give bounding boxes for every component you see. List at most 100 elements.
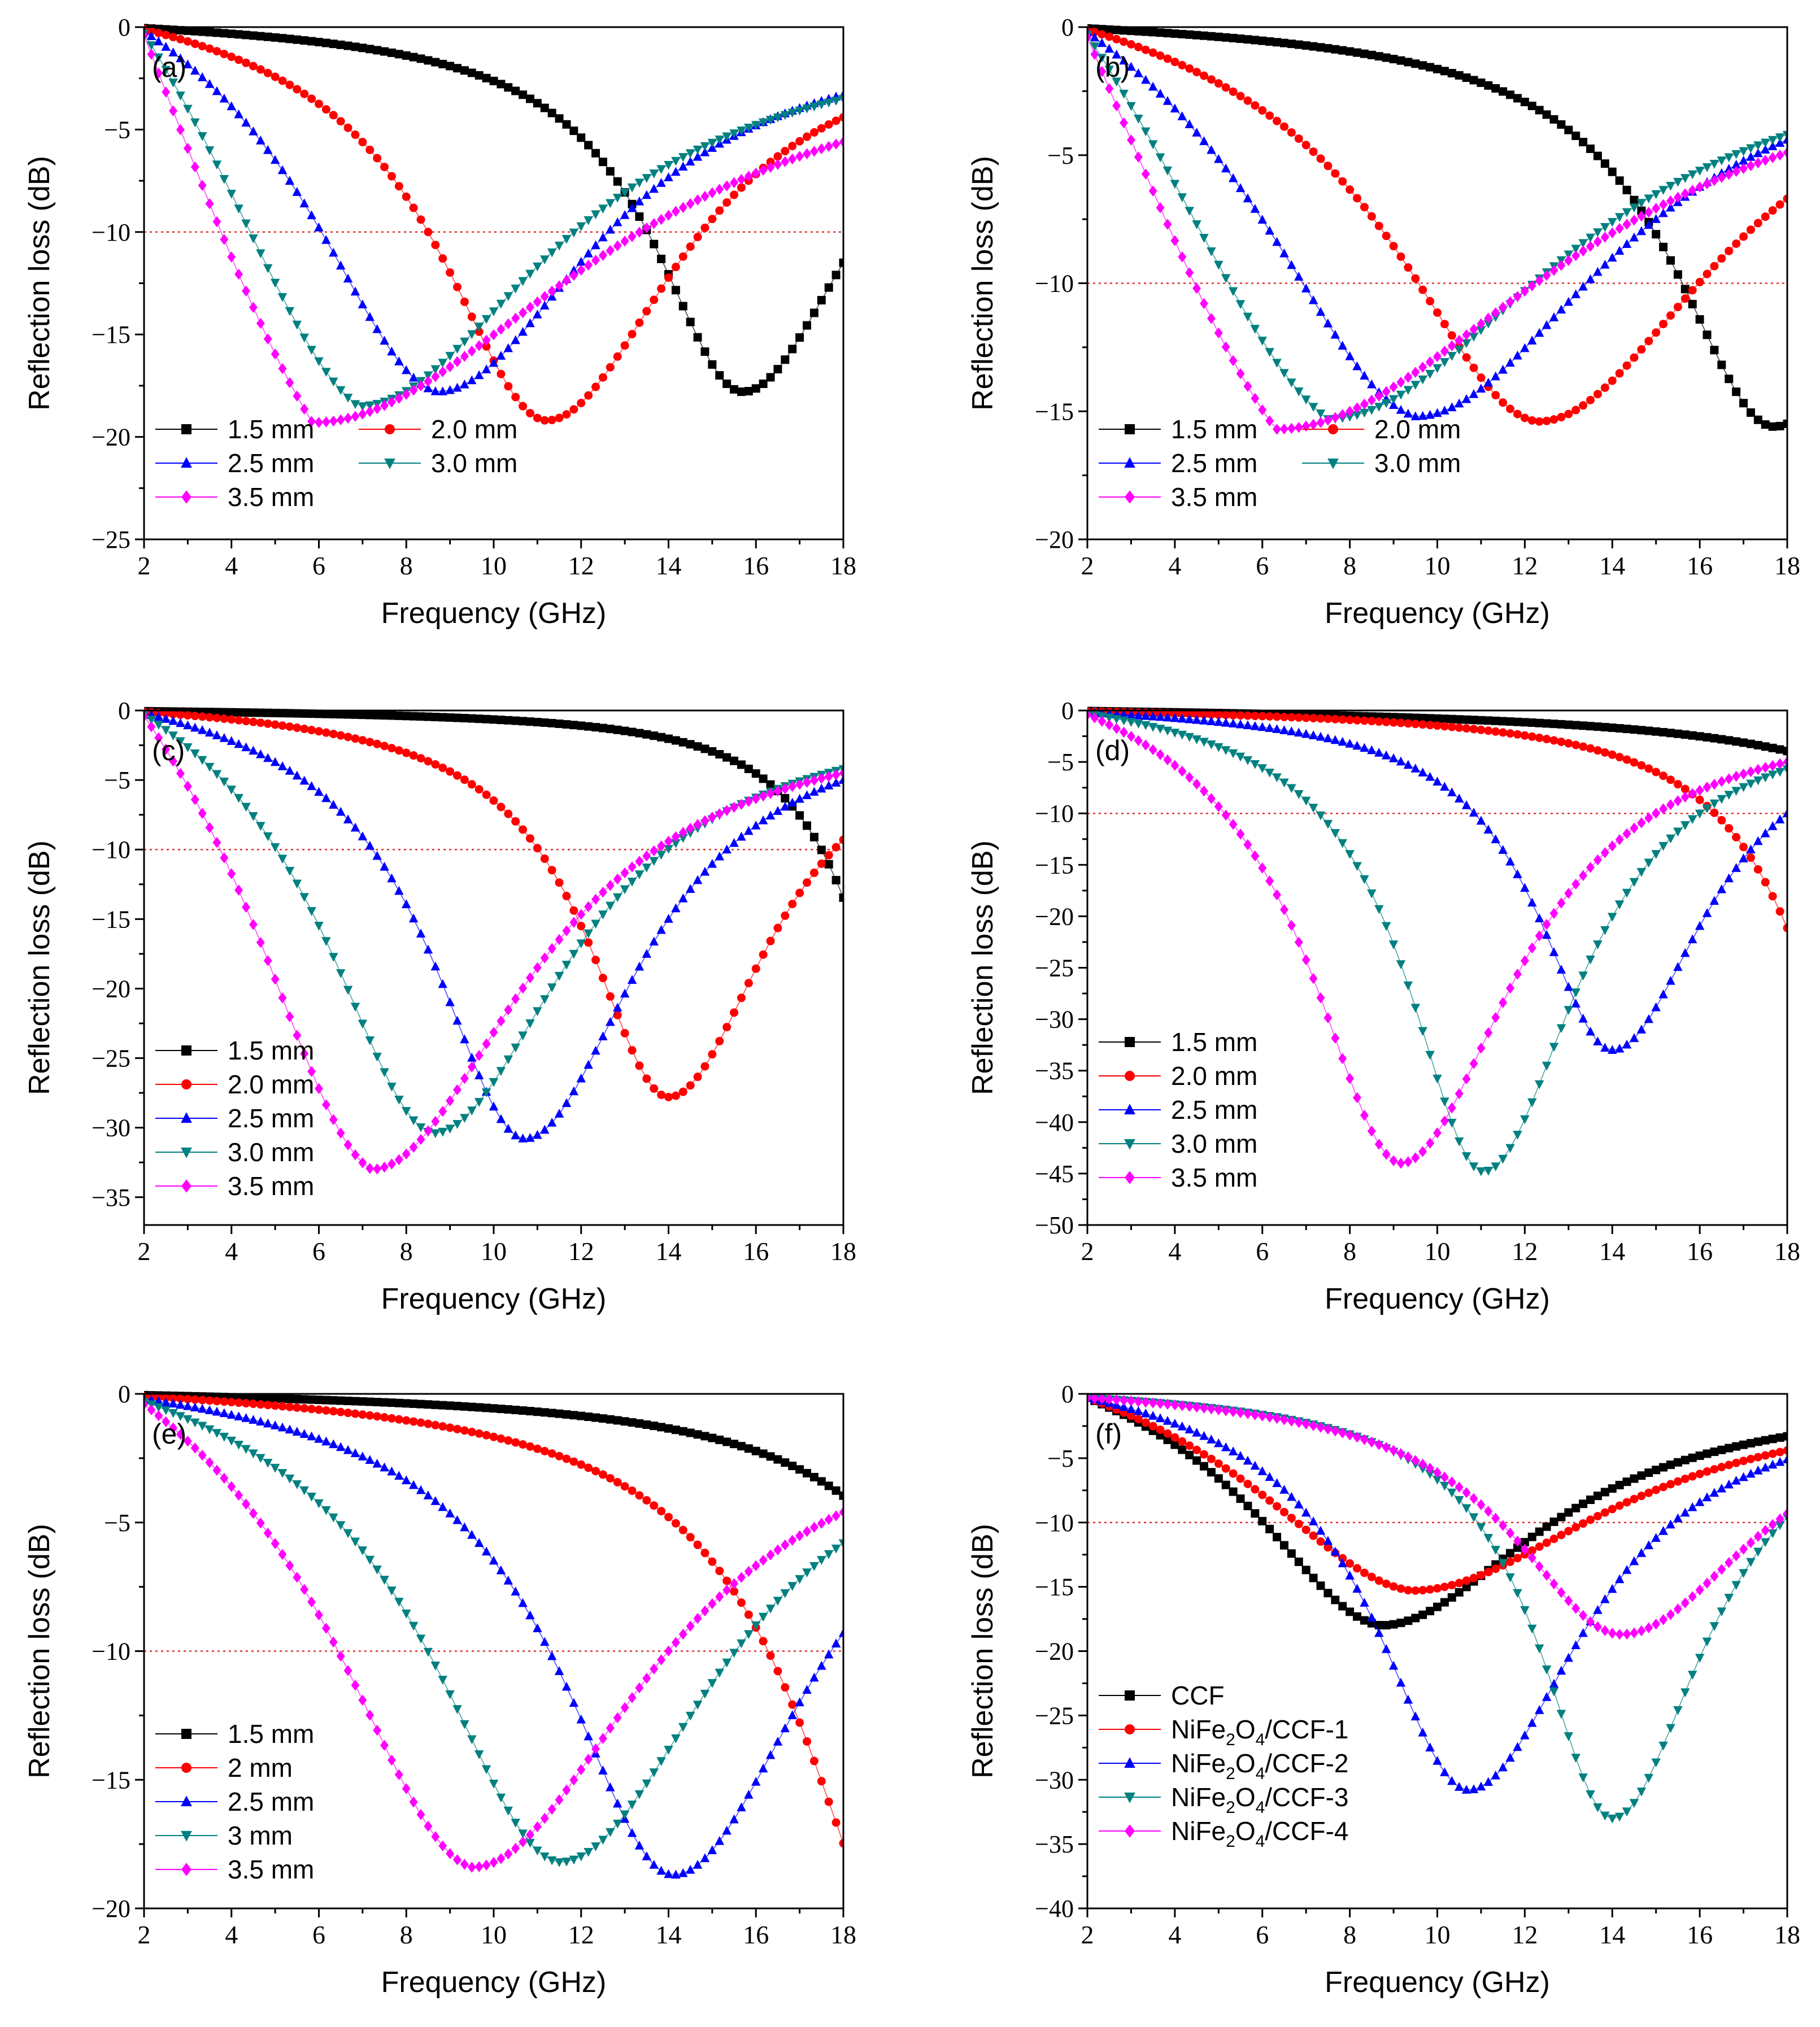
x-tick-label: 12 xyxy=(568,1920,594,1949)
data-point xyxy=(1477,1571,1486,1580)
data-point xyxy=(205,822,214,834)
data-point xyxy=(387,48,396,57)
data-point xyxy=(1556,304,1566,314)
data-point xyxy=(321,1406,330,1415)
data-point xyxy=(831,769,841,781)
data-point xyxy=(1702,1492,1712,1502)
data-point xyxy=(1725,736,1734,745)
data-point xyxy=(430,1496,441,1505)
data-point xyxy=(343,394,353,403)
data-point xyxy=(387,744,396,753)
data-point xyxy=(299,198,309,208)
x-axis-label: Frequency (GHz) xyxy=(381,597,607,630)
data-point xyxy=(300,403,309,415)
data-point xyxy=(1126,102,1136,111)
data-point xyxy=(1316,417,1325,428)
data-point xyxy=(1680,1474,1690,1483)
data-point xyxy=(598,974,607,983)
data-point xyxy=(1323,733,1333,743)
data-point xyxy=(1389,718,1398,727)
data-point xyxy=(1652,768,1661,777)
data-point xyxy=(285,34,294,43)
data-point xyxy=(606,1782,615,1791)
data-point xyxy=(511,86,520,95)
data-point xyxy=(737,173,746,185)
data-point xyxy=(176,737,185,747)
x-tick-label: 8 xyxy=(1343,551,1356,580)
data-point xyxy=(431,241,440,250)
data-point xyxy=(831,116,841,125)
data-point xyxy=(1294,421,1303,433)
data-point xyxy=(744,124,754,133)
data-point xyxy=(1652,727,1661,736)
data-point xyxy=(1680,285,1690,294)
data-point xyxy=(722,844,732,854)
data-point xyxy=(380,335,389,345)
data-point xyxy=(1199,738,1209,747)
chart-panel-4: 2 4 6 8 10 12 14 16 180−5−10−15−20−25−30−35−40−4… xyxy=(966,697,1800,1315)
data-point xyxy=(803,1525,812,1537)
data-point xyxy=(1703,1467,1712,1476)
data-point xyxy=(657,213,666,225)
data-point xyxy=(591,1045,600,1055)
data-point xyxy=(1185,714,1194,723)
data-point xyxy=(1214,32,1223,41)
data-point xyxy=(409,53,418,62)
data-point xyxy=(664,734,673,743)
data-point xyxy=(634,870,645,879)
data-point xyxy=(351,411,360,422)
data-point xyxy=(1614,213,1625,222)
data-point xyxy=(321,368,331,377)
data-point xyxy=(817,296,826,305)
data-point xyxy=(161,66,171,75)
data-point xyxy=(715,1036,724,1045)
data-point xyxy=(460,1402,469,1411)
data-point xyxy=(205,198,214,210)
data-point xyxy=(606,1474,615,1483)
legend-item: 2 mm xyxy=(155,1753,293,1782)
data-point xyxy=(1360,1598,1369,1607)
data-point xyxy=(642,1779,652,1789)
data-point xyxy=(1476,383,1486,393)
legend-label: 3.5 mm xyxy=(228,482,314,512)
data-point xyxy=(277,165,288,175)
data-point xyxy=(1353,48,1362,57)
data-point xyxy=(547,1651,557,1660)
data-point xyxy=(1702,804,1712,814)
data-point xyxy=(372,851,382,860)
data-point xyxy=(627,1828,637,1837)
data-point xyxy=(1571,999,1580,1008)
x-tick-label: 10 xyxy=(481,551,507,580)
data-point xyxy=(343,733,352,742)
data-point xyxy=(1141,1418,1150,1427)
data-point xyxy=(1768,206,1777,215)
data-point xyxy=(460,1114,469,1123)
data-point xyxy=(1185,207,1194,216)
legend-label: 3.5 mm xyxy=(228,1855,314,1884)
data-point xyxy=(1098,30,1107,39)
y-tick-label: −30 xyxy=(1035,1006,1074,1034)
data-point xyxy=(1192,68,1201,77)
data-point xyxy=(664,835,673,847)
data-point xyxy=(1316,154,1325,163)
series-2 xyxy=(144,25,843,425)
legend-marker xyxy=(1125,1171,1135,1184)
data-point xyxy=(343,1665,352,1676)
data-point xyxy=(642,1074,651,1083)
data-point xyxy=(198,712,207,721)
data-point xyxy=(1484,81,1493,90)
data-point xyxy=(671,736,680,745)
data-point xyxy=(1659,320,1668,329)
data-point xyxy=(1556,1710,1566,1719)
data-point xyxy=(481,315,491,324)
data-point xyxy=(1710,778,1719,790)
data-point xyxy=(1374,905,1384,914)
data-point xyxy=(685,1711,695,1721)
data-point xyxy=(1207,313,1216,324)
data-point xyxy=(744,1790,754,1799)
data-point xyxy=(744,1566,753,1577)
data-point xyxy=(1287,919,1296,931)
data-point xyxy=(329,377,338,387)
data-point xyxy=(1549,415,1558,424)
x-axis-label: Frequency (GHz) xyxy=(1325,597,1550,630)
